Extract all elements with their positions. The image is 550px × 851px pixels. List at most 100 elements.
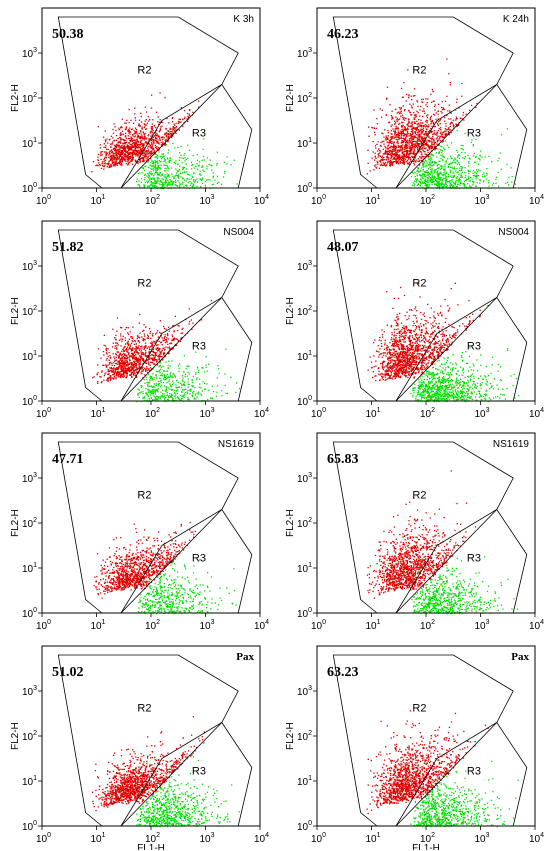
r2-point: [121, 340, 123, 342]
r3-point: [433, 175, 436, 177]
r3-point: [454, 186, 456, 189]
r3-point: [155, 161, 157, 163]
r2-point: [436, 132, 438, 134]
r3-point: [453, 159, 455, 161]
r2-point: [143, 153, 146, 155]
r2-point: [174, 315, 176, 317]
r2-point: [391, 145, 393, 148]
r2-point: [408, 157, 410, 159]
r2-point: [192, 322, 194, 324]
r2-point: [374, 159, 376, 161]
r2-point: [410, 125, 412, 127]
r3-point: [452, 168, 454, 170]
r2-point: [166, 137, 169, 139]
r2-point: [150, 130, 152, 132]
r3-point: [156, 389, 158, 392]
r3-point: [158, 174, 160, 176]
r3-point: [430, 170, 432, 172]
r2-point: [397, 131, 399, 134]
r2-point: [117, 371, 120, 374]
r2-point: [128, 344, 130, 346]
r2-point: [379, 155, 381, 157]
r3-point: [199, 173, 201, 175]
r3-point: [485, 178, 488, 180]
r2-point: [167, 326, 170, 328]
r2-point: [448, 129, 451, 131]
r3-point: [168, 360, 170, 362]
r2-point: [106, 353, 108, 355]
r2-point: [436, 138, 438, 140]
r2-point: [127, 163, 130, 165]
r2-point: [126, 347, 128, 350]
r3-point: [211, 385, 214, 387]
r2-point: [383, 164, 385, 167]
r2-point: [142, 363, 144, 365]
r3-point: [157, 177, 159, 179]
r3-point: [427, 180, 429, 182]
r3-point: [160, 379, 162, 381]
r2-point: [109, 152, 111, 155]
r3-point: [422, 182, 424, 184]
r2-point: [413, 164, 416, 166]
r2-point: [180, 121, 182, 123]
r3-point: [426, 177, 429, 179]
r2-point: [122, 158, 124, 160]
r2-point: [103, 158, 106, 160]
r2-point: [157, 116, 159, 118]
r3-point: [164, 160, 166, 162]
r3-point: [177, 396, 179, 398]
r2-point: [141, 370, 143, 372]
r3-point: [178, 175, 180, 177]
r2-point: [142, 159, 144, 161]
r2-point: [110, 149, 113, 152]
r3-point: [151, 182, 153, 184]
r3-point: [203, 388, 206, 390]
r2-point: [429, 119, 431, 121]
r3-point: [413, 183, 416, 185]
r3-point: [472, 184, 474, 186]
r2-point: [135, 343, 137, 345]
r2-point: [133, 361, 135, 363]
r3-point: [203, 170, 205, 173]
r3-point: [436, 167, 438, 169]
r3-point: [146, 399, 148, 401]
r2-point: [129, 355, 131, 357]
r2-point: [405, 133, 408, 135]
r3-point: [440, 182, 443, 184]
r3-point: [436, 173, 438, 176]
r2-point: [134, 352, 136, 354]
r3-point: [470, 176, 472, 179]
r3-point: [205, 366, 207, 369]
r3-point: [430, 154, 432, 156]
r2-point: [410, 134, 412, 136]
r3-point: [426, 184, 429, 187]
r2-point: [134, 142, 136, 144]
r2-point: [143, 156, 145, 158]
r2-point: [159, 351, 161, 353]
r3-point: [444, 168, 446, 170]
r2-point: [408, 147, 410, 149]
r2-point: [381, 158, 383, 160]
r2-point: [125, 350, 128, 352]
r2-point: [148, 351, 150, 353]
r2-point: [135, 142, 137, 145]
r3-point: [441, 183, 443, 185]
r2-point: [198, 100, 200, 102]
r3-point: [203, 138, 205, 140]
r2-point: [391, 136, 393, 138]
r2-point: [404, 156, 406, 158]
r3-point: [165, 370, 167, 372]
r2-point: [147, 135, 149, 137]
r3-point: [479, 150, 482, 152]
r2-point: [423, 147, 426, 149]
r3-point: [167, 376, 170, 378]
r2-point: [142, 144, 145, 146]
r2-point: [142, 149, 144, 151]
r3-point: [157, 397, 159, 399]
r2-point: [175, 122, 177, 125]
r3-point: [169, 182, 171, 184]
r3-point: [458, 154, 460, 156]
r2-point: [107, 163, 110, 165]
r2-point: [104, 345, 107, 347]
r2-point: [425, 120, 427, 123]
